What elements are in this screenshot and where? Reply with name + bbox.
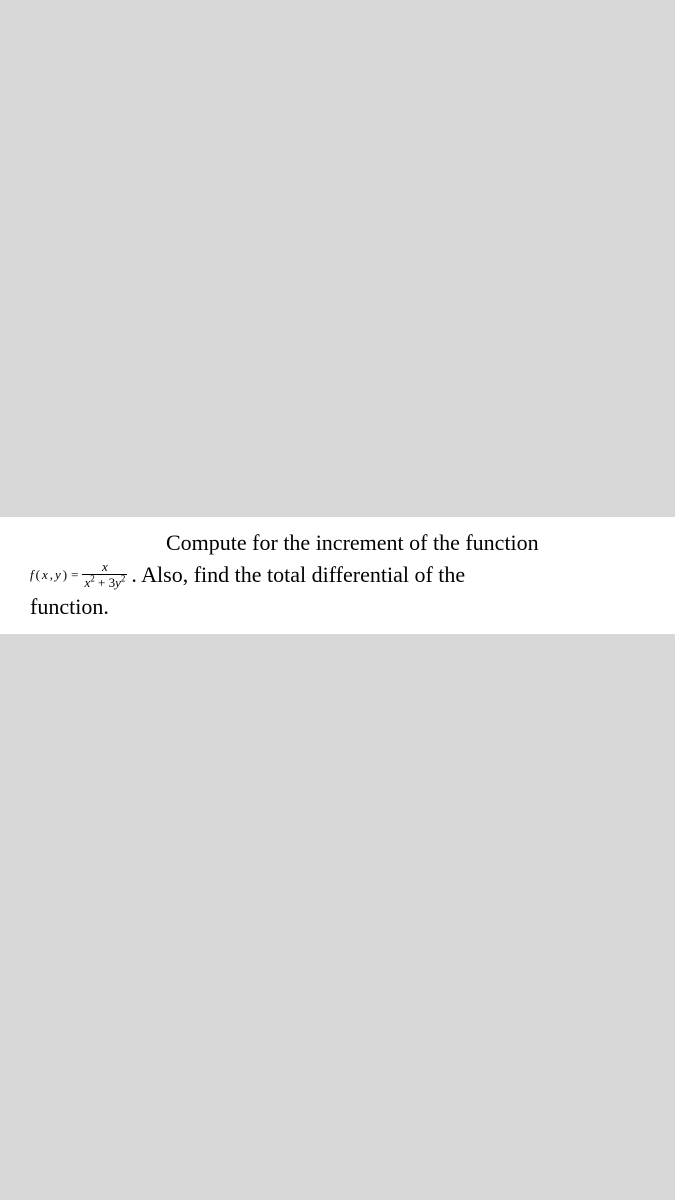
formula-comma: , <box>50 567 53 582</box>
formula-lhs: f(x,y) <box>30 567 69 583</box>
fraction-denominator: x2 + 3y2 <box>82 574 127 589</box>
problem-text-block: Compute for the increment of the functio… <box>0 517 675 634</box>
formula-open-paren: ( <box>36 567 40 582</box>
function-formula: f(x,y) = x x2 + 3y2 <box>30 560 127 589</box>
formula-x: x <box>42 567 48 582</box>
text-line-2: f(x,y) = x x2 + 3y2 . Also, find the tot… <box>30 560 645 589</box>
formula-close-paren: ) <box>63 567 67 582</box>
formula-equals: = <box>71 567 78 583</box>
formula-fraction: x x2 + 3y2 <box>82 560 127 589</box>
den-exp1: 2 <box>90 574 95 584</box>
text-line-1: Compute for the increment of the functio… <box>30 525 645 560</box>
den-exp2: 2 <box>121 574 126 584</box>
fraction-numerator: x <box>100 560 110 574</box>
text-after-formula: . Also, find the total differential of t… <box>131 562 465 588</box>
den-plus: + <box>98 575 105 590</box>
formula-f: f <box>30 567 34 582</box>
text-line-3: function. <box>30 589 645 624</box>
formula-y: y <box>55 567 61 582</box>
